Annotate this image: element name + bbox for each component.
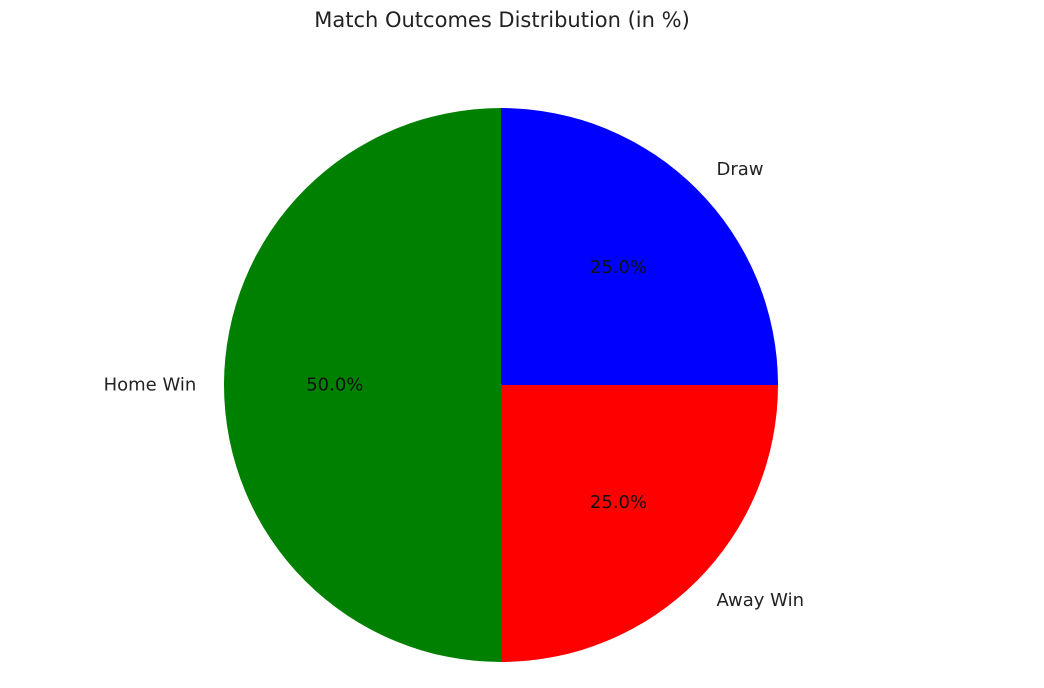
- chart-title: Match Outcomes Distribution (in %): [314, 8, 690, 32]
- pie-slice-away-win: [501, 385, 778, 662]
- slice-label-away-win: Away Win: [716, 590, 804, 611]
- pie-slices: [224, 108, 778, 662]
- slice-label-draw: Draw: [716, 159, 763, 180]
- pie-slice-draw: [501, 108, 778, 385]
- slice-label-home-win: Home Win: [104, 375, 197, 396]
- pie-labels: Draw 25.0% Away Win 25.0% Home Win 50.0%: [104, 159, 804, 611]
- pie-slice-home-win: [224, 108, 501, 662]
- slice-percent-away-win: 25.0%: [590, 492, 647, 513]
- slice-percent-draw: 25.0%: [590, 257, 647, 278]
- slice-percent-home-win: 50.0%: [306, 375, 363, 396]
